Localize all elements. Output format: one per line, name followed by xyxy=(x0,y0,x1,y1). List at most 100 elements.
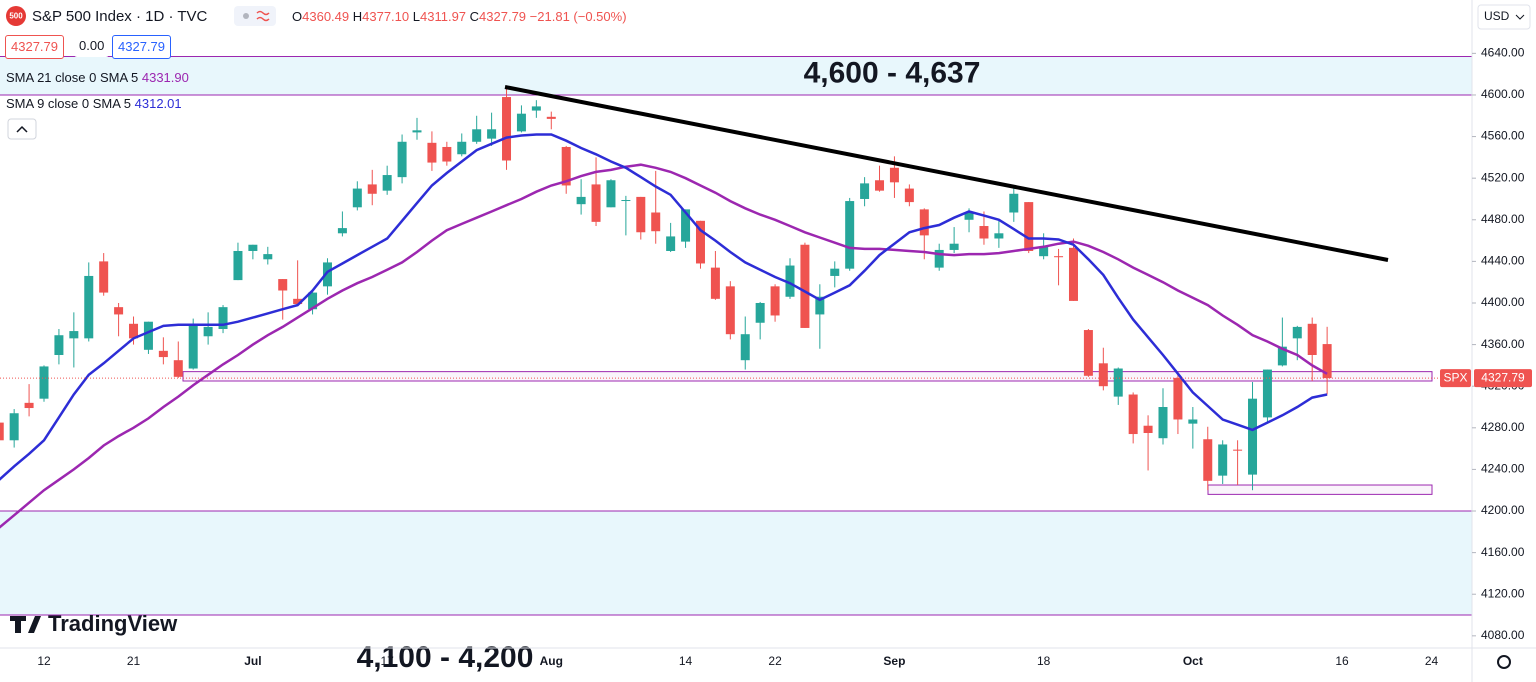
candle-body xyxy=(770,286,780,316)
candle-body xyxy=(1248,398,1258,475)
zone xyxy=(0,511,1472,616)
x-tick-label: Sep xyxy=(883,654,905,668)
candle-body xyxy=(725,286,735,335)
candle-body xyxy=(994,233,1004,239)
collapse-button[interactable] xyxy=(7,118,37,140)
support-box xyxy=(1207,484,1433,495)
candle-body xyxy=(442,146,452,162)
x-tick-label: 21 xyxy=(127,654,141,668)
x-tick-label: Jul xyxy=(244,654,261,668)
candle-body xyxy=(1143,425,1153,434)
candle-body xyxy=(1054,256,1064,258)
candle-body xyxy=(1009,193,1019,213)
candle-body xyxy=(0,422,4,441)
candle-body xyxy=(367,184,377,194)
candle-body xyxy=(1233,449,1243,451)
ask[interactable]: 4327.79 xyxy=(112,35,171,59)
sma-line xyxy=(0,133,1328,481)
candle-body xyxy=(1024,202,1034,251)
candle-body xyxy=(785,265,795,297)
candle-body xyxy=(502,97,512,161)
y-tick-label: 4360.00 xyxy=(1481,337,1525,351)
candle-body xyxy=(397,141,407,178)
x-tick-label: 14 xyxy=(679,654,693,668)
candle-body xyxy=(129,323,139,339)
candle-body xyxy=(531,106,541,111)
candle-body xyxy=(740,334,750,361)
candle-body xyxy=(1173,377,1183,420)
indicator-name: SMA 9 close 0 SMA 5 xyxy=(6,96,132,111)
sma-line xyxy=(0,163,1328,529)
bid[interactable]: 4327.79 xyxy=(5,35,64,59)
candle-body xyxy=(964,212,974,220)
icon xyxy=(243,13,249,19)
candle-body xyxy=(412,130,422,133)
candle-body xyxy=(681,209,691,242)
label: O xyxy=(292,9,303,24)
indicator-value: 4331.90 xyxy=(141,70,189,85)
candle-body xyxy=(24,402,34,409)
settings-icon[interactable] xyxy=(1497,655,1511,669)
candle-body xyxy=(576,196,586,205)
currency-button[interactable] xyxy=(1477,4,1531,30)
candle-body xyxy=(188,325,198,369)
candle-body xyxy=(875,180,885,191)
candle-body xyxy=(606,180,616,208)
candle-body xyxy=(218,307,228,329)
candle-body xyxy=(889,167,899,183)
y-tick-label: 4560.00 xyxy=(1481,129,1525,143)
candle-body xyxy=(815,296,825,315)
candle-body xyxy=(695,220,705,264)
x-tick-label: 22 xyxy=(768,654,782,668)
label: C xyxy=(469,9,480,24)
candle-body xyxy=(561,146,571,186)
x-tick-label: 16 xyxy=(1335,654,1349,668)
candle-body xyxy=(1218,444,1228,476)
candle-body xyxy=(337,228,347,234)
x-tick-label: 18 xyxy=(1037,654,1051,668)
zone-label: 4,600 - 4,637 xyxy=(804,56,981,89)
candle-body xyxy=(1068,247,1078,301)
y-tick-label: 4240.00 xyxy=(1481,462,1525,476)
candle-body xyxy=(710,267,720,299)
y-tick-label: 4080.00 xyxy=(1481,628,1525,642)
y-tick-label: 4400.00 xyxy=(1481,295,1525,309)
price-axis xyxy=(1472,0,1536,682)
candle-body xyxy=(158,350,168,358)
candle-body xyxy=(308,292,318,310)
candle-body xyxy=(666,236,676,251)
candle-body xyxy=(322,262,332,287)
candle-body xyxy=(1098,363,1108,387)
candle-body xyxy=(1292,326,1302,339)
candle-body xyxy=(39,366,49,399)
candle-body xyxy=(800,244,810,328)
y-tick-label: 4280.00 xyxy=(1481,420,1525,434)
candle-body xyxy=(516,113,526,132)
value: 4377.10 xyxy=(362,9,410,24)
candle-body xyxy=(1307,323,1317,355)
x-tick-label: 12 xyxy=(37,654,51,668)
spread: 0.00 xyxy=(74,35,110,57)
x-tick-label: 24 xyxy=(1425,654,1439,668)
candle-body xyxy=(248,244,258,251)
candle-body xyxy=(845,201,855,269)
label: H xyxy=(352,9,363,24)
candle-body xyxy=(472,129,482,142)
y-tick-label: 4480.00 xyxy=(1481,212,1525,226)
candle-body xyxy=(904,188,914,203)
candle-body xyxy=(919,209,929,236)
symbol-title: S&P 500 Index · 1D · TVC xyxy=(32,8,208,25)
candle-body xyxy=(1083,330,1093,376)
symbol-tag xyxy=(1440,369,1471,388)
candle-body xyxy=(979,226,989,239)
candle-body xyxy=(84,275,94,339)
indicator-legend: SMA 21 close 0 SMA 5 4331.90 xyxy=(6,70,189,85)
candle-body xyxy=(1158,407,1168,439)
candle-body xyxy=(457,141,467,155)
compare-button[interactable] xyxy=(234,6,276,26)
candle-body xyxy=(173,360,183,377)
watermark-logo xyxy=(10,616,41,633)
indicator-legend: SMA 9 close 0 SMA 5 4312.01 xyxy=(6,96,182,111)
candle-body xyxy=(1113,368,1123,397)
chevron xyxy=(16,125,28,133)
